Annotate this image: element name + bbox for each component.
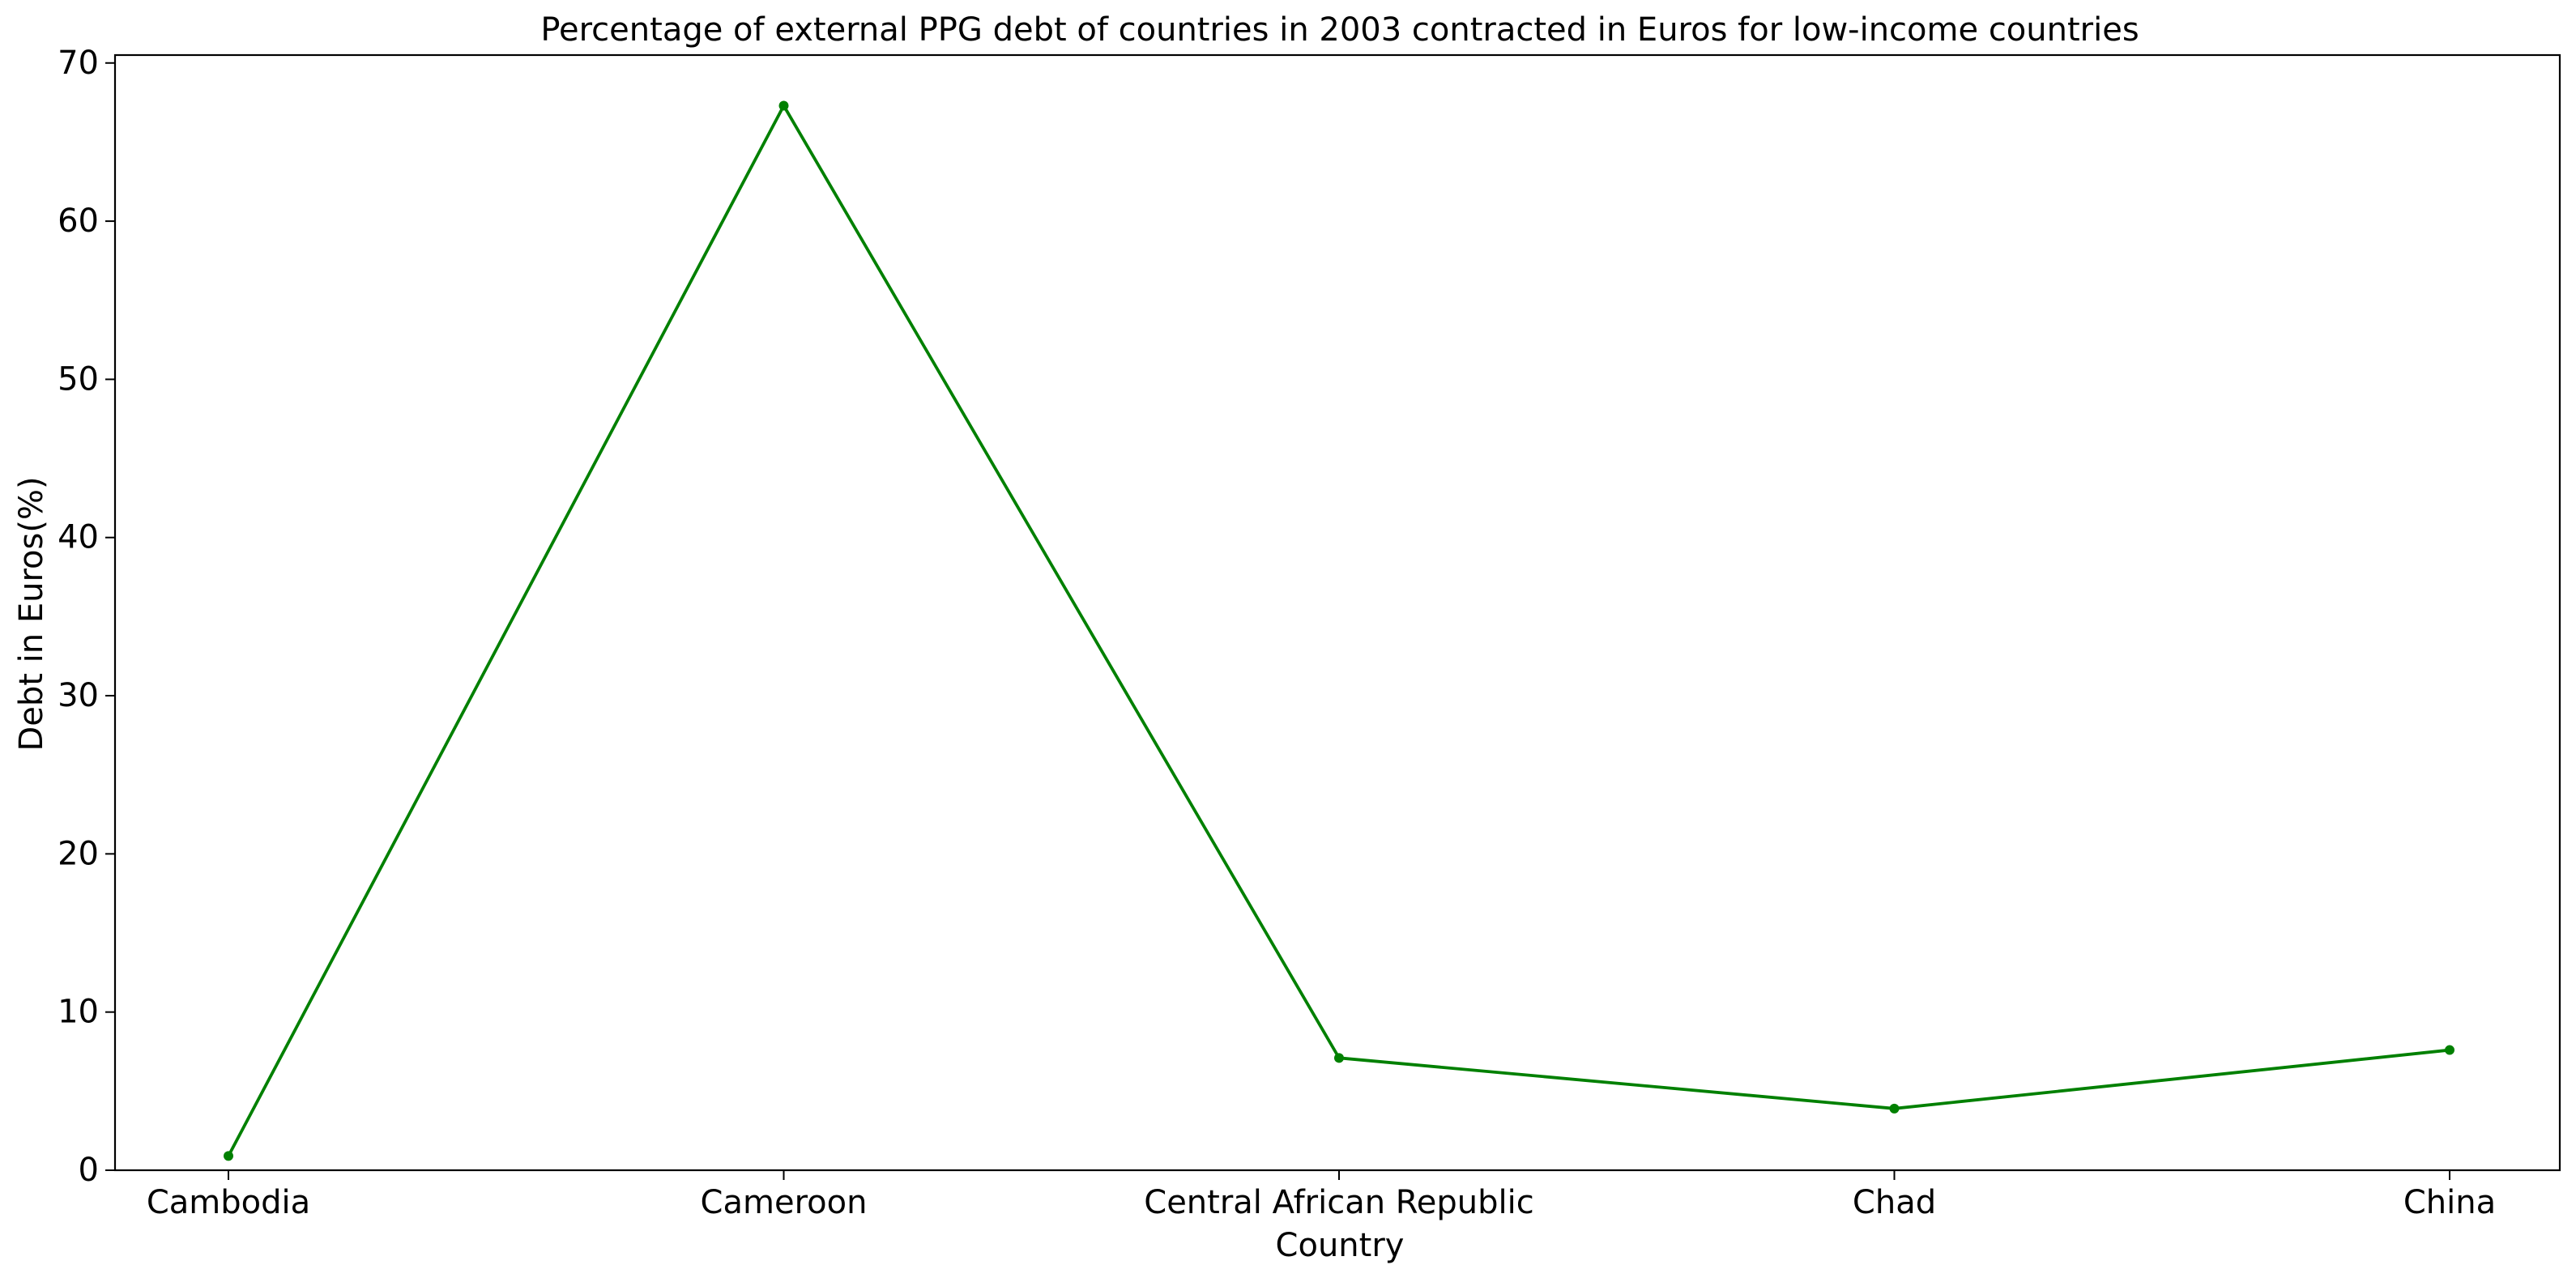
y-tick-label: 50 [58,360,99,398]
x-tick-label: Cameroon [701,1184,868,1221]
y-tick-label: 70 [58,45,99,82]
x-axis-label: Country [1276,1227,1405,1264]
x-tick-label: Chad [1853,1184,1936,1221]
x-axis-ticks: Cambodia Cameroon Central African Republic… [147,1170,2496,1221]
x-tick-label: Central African Republic [1144,1184,1533,1221]
plot-frame [113,53,2561,1172]
y-tick-label: 30 [58,677,99,714]
data-point [2445,1045,2454,1055]
x-tick-label: China [2403,1184,2496,1221]
y-axis-ticks: 0 10 20 30 40 50 60 70 [58,45,115,1189]
y-tick-label: 0 [79,1152,99,1189]
y-tick-label: 40 [58,519,99,556]
chart-title: Percentage of external PPG debt of count… [540,11,2139,49]
y-tick-label: 20 [58,835,99,872]
y-tick-label: 10 [58,994,99,1031]
data-point [1889,1103,1900,1114]
x-tick-label: Cambodia [147,1184,310,1221]
data-point [1334,1053,1344,1063]
data-point [224,1151,233,1161]
y-axis-label: Debt in Euros(%) [13,476,50,751]
series-layer [224,100,2454,1161]
data-point [778,100,789,111]
y-tick-label: 60 [58,202,99,240]
